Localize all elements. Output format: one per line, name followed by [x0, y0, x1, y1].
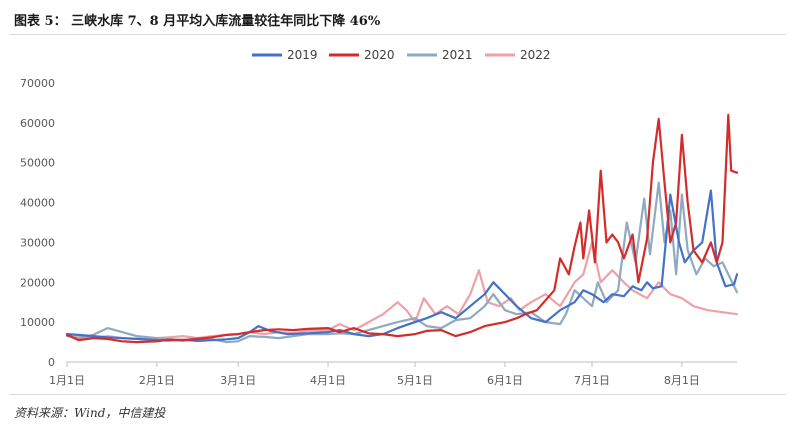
series-line-2019: [65, 189, 739, 342]
x-tick-label: 3月1日: [220, 374, 256, 387]
y-tick-label: 70000: [20, 77, 55, 90]
y-tick-label: 20000: [20, 276, 55, 289]
x-tick-label: 2月1日: [139, 374, 175, 387]
y-tick-label: 0: [48, 356, 55, 369]
y-axis: 0 10000 20000 30000 40000 50000 60000 70000: [20, 77, 55, 369]
y-tick-label: 60000: [20, 117, 55, 130]
title-divider: [10, 34, 786, 35]
x-tick-label: 4月1日: [310, 374, 346, 387]
x-tick-label: 6月1日: [487, 374, 523, 387]
x-tick-label: 1月1日: [49, 374, 85, 387]
y-tick-label: 10000: [20, 316, 55, 329]
y-tick-label: 30000: [20, 236, 55, 249]
source-note: 资料来源：Wind，中信建投: [14, 406, 166, 420]
legend-label-2020: 2020: [364, 48, 395, 62]
x-tick-label: 7月1日: [574, 374, 610, 387]
x-axis: 1月1日 2月1日 3月1日 4月1日 5月1日 6月1日 7月1日 8月1日: [49, 361, 737, 387]
legend-label-2021: 2021: [442, 48, 473, 62]
x-tick-label: 8月1日: [664, 374, 700, 387]
series-line-2020: [65, 113, 739, 344]
legend-label-2022: 2022: [520, 48, 551, 62]
x-tick-label: 5月1日: [397, 374, 433, 387]
series-layer: [65, 113, 739, 344]
chart-title: 图表 5： 三峡水库 7、8 月平均入库流量较往年同比下降 46%: [14, 14, 381, 29]
y-tick-label: 40000: [20, 197, 55, 210]
footer-divider: [10, 394, 786, 395]
legend: 2019 2020 2021 2022: [252, 48, 551, 62]
y-tick-label: 50000: [20, 157, 55, 170]
legend-label-2019: 2019: [287, 48, 318, 62]
